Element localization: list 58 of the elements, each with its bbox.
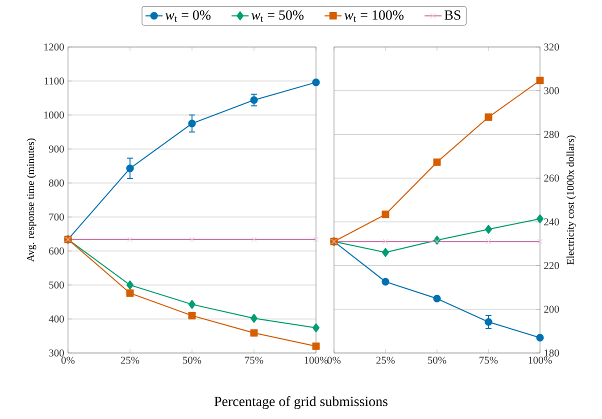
y2-tick-label: 180 xyxy=(544,349,559,357)
x-axis-title: Percentage of grid submissions xyxy=(214,396,388,410)
x-tick-label: 25% xyxy=(120,356,140,364)
y2-tick-label: 260 xyxy=(544,174,559,182)
x-tick-label: 100% xyxy=(304,356,328,364)
point xyxy=(433,294,441,302)
y-tick-label: 900 xyxy=(48,145,64,153)
y-tick-label: 700 xyxy=(49,213,64,221)
legend-label: w$_{t}$ = 0% xyxy=(165,10,211,22)
y2-tick-label: 320 xyxy=(544,43,559,51)
point xyxy=(382,248,390,257)
point xyxy=(188,312,196,320)
point xyxy=(433,158,441,166)
point xyxy=(484,113,492,121)
point xyxy=(536,214,544,224)
point xyxy=(382,278,390,286)
point xyxy=(126,289,134,297)
legend-label: w$_{t}$ = 100% xyxy=(344,10,404,22)
y-tick-label: 1200 xyxy=(44,43,64,51)
y2-tick-label: 300 xyxy=(544,87,559,94)
y2-axis-title: Electricity cost (1000x dollars) xyxy=(566,136,576,265)
point xyxy=(250,96,258,104)
point xyxy=(484,318,492,326)
y2-tick-label: 200 xyxy=(544,306,559,313)
x-tick-label: 75% xyxy=(480,356,498,364)
y-tick-label: 800 xyxy=(49,179,64,187)
point xyxy=(250,314,258,323)
y-tick-label: 600 xyxy=(49,247,64,255)
y-tick-label: 400 xyxy=(48,315,64,323)
y2-tick-label: 220 xyxy=(544,262,559,270)
y-tick-label: 1100 xyxy=(44,77,64,85)
point xyxy=(484,224,492,234)
y2-tick-label: 280 xyxy=(544,130,559,138)
point xyxy=(536,334,544,342)
x-tick-label: 75% xyxy=(245,356,264,364)
legend-label: w$_{t}$ = 50% xyxy=(251,10,304,22)
y-tick-label: 300 xyxy=(49,349,64,357)
y-tick-label: 500 xyxy=(49,281,64,289)
point xyxy=(188,120,196,128)
legend-label: BS xyxy=(444,10,460,20)
point xyxy=(536,76,544,84)
x-tick-label: 0% xyxy=(327,356,341,364)
point xyxy=(126,164,134,172)
y-tick-label: 1000 xyxy=(44,111,64,119)
x-tick-label: 25% xyxy=(376,356,395,364)
x-tick-label: 0% xyxy=(61,356,75,364)
point xyxy=(126,280,134,290)
point xyxy=(312,323,320,332)
point xyxy=(382,210,390,218)
point xyxy=(250,329,258,337)
point xyxy=(188,300,196,309)
point xyxy=(312,78,320,86)
x-tick-label: 50% xyxy=(183,356,202,364)
x-tick-label: 50% xyxy=(428,356,446,364)
x-tick-label: 100% xyxy=(528,356,552,364)
y2-tick-label: 240 xyxy=(544,218,559,226)
y-axis-title: Avg. response time (minutes) xyxy=(26,138,36,262)
point xyxy=(312,342,320,350)
